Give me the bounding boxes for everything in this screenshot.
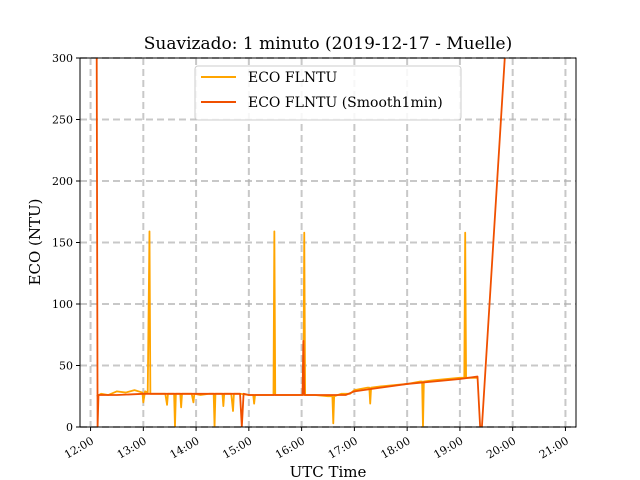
y-tick-label: 0 <box>66 421 73 434</box>
series-layer <box>95 58 506 427</box>
chart-title: Suavizado: 1 minuto (2019-12-17 - Muelle… <box>144 34 512 54</box>
x-axis-label: UTC Time <box>290 463 367 480</box>
y-tick-label: 50 <box>59 360 73 373</box>
y-tick-label: 300 <box>52 52 73 65</box>
legend-label-eco-flntu-smooth: ECO FLNTU (Smooth1min) <box>248 95 443 111</box>
y-tick-label: 150 <box>52 237 73 250</box>
y-axis-label: ECO (NTU) <box>26 199 44 286</box>
y-tick-label: 200 <box>52 175 73 188</box>
y-tick-label: 250 <box>52 114 73 127</box>
series-line-1 <box>95 58 506 427</box>
legend-label-eco-flntu: ECO FLNTU <box>248 70 337 86</box>
legend: ECO FLNTU ECO FLNTU (Smooth1min) <box>194 65 462 121</box>
y-tick-label: 100 <box>52 298 73 311</box>
legend-box <box>194 65 462 121</box>
